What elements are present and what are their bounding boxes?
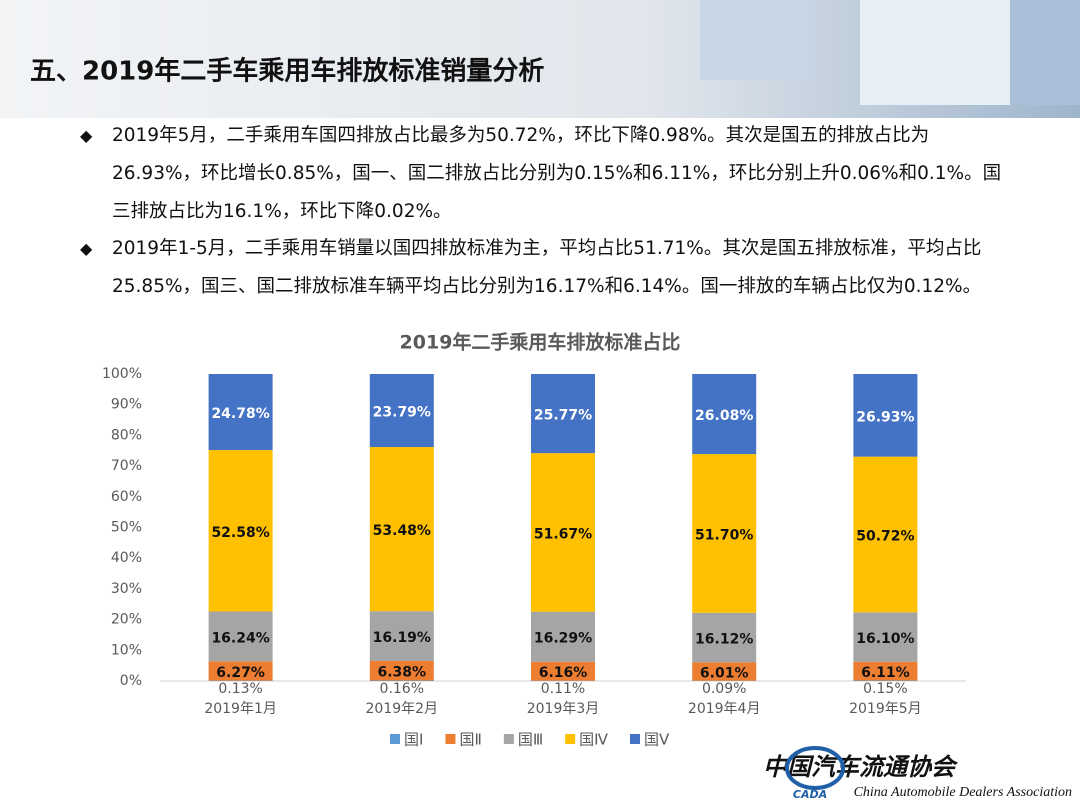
legend-swatch — [390, 734, 400, 744]
bar-segment — [692, 374, 757, 455]
data-label: 53.48% — [373, 523, 431, 539]
logo-abbr: CADA — [793, 788, 827, 801]
logo-mark — [785, 746, 845, 790]
y-tick-label: 10% — [111, 642, 142, 658]
legend-label: 国Ⅳ — [579, 731, 608, 749]
bullet: ◆ 2019年5月，二手乘用车国四排放占比最多为50.72%，环比下降0.98%。… — [80, 117, 1010, 231]
data-label: 0.15% — [863, 681, 907, 697]
bar-segment — [208, 661, 273, 681]
bar-segment — [369, 447, 434, 612]
data-label: 16.19% — [373, 630, 431, 646]
x-tick-label: 2019年4月 — [688, 701, 761, 717]
data-label: 6.16% — [539, 665, 588, 681]
cube — [700, 0, 815, 80]
legend-swatch — [445, 734, 456, 744]
slide-title: 五、2019年二手车乘用车排放标准销量分析 — [30, 56, 544, 87]
legend-label: 国Ⅲ — [518, 731, 543, 749]
x-tick-label: 2019年1月 — [204, 701, 277, 717]
y-tick-label: 30% — [111, 581, 142, 597]
bar-segment — [208, 450, 273, 612]
data-label: 26.08% — [695, 408, 753, 424]
data-label: 0.11% — [541, 681, 585, 697]
y-tick-label: 60% — [111, 489, 142, 505]
bullet-text: 2019年5月，二手乘用车国四排放占比最多为50.72%，环比下降0.98%。其… — [112, 125, 1002, 222]
legend-label: 国Ⅱ — [459, 731, 481, 749]
data-label: 0.16% — [380, 681, 424, 697]
data-label: 16.24% — [211, 630, 269, 646]
data-label: 23.79% — [373, 405, 431, 421]
bar-segment — [369, 660, 434, 681]
bar-segment — [208, 374, 273, 451]
logo-name: 中国汽车流通协会 — [763, 753, 959, 781]
y-tick-label: 90% — [111, 397, 142, 413]
data-label: 51.70% — [695, 527, 753, 543]
data-label: 24.78% — [211, 406, 269, 422]
data-label: 0.13% — [218, 681, 262, 697]
data-label: 50.72% — [856, 528, 914, 544]
data-label: 16.10% — [856, 631, 914, 647]
bar-segment — [369, 374, 434, 448]
data-label: 51.67% — [534, 526, 592, 542]
data-label: 25.77% — [534, 408, 592, 424]
data-label: 16.29% — [534, 631, 592, 647]
bullet: ◆ 2019年1-5月，二手乘用车销量以国四排放标准为主，平均占比51.71%。其… — [80, 230, 1010, 306]
x-tick-label: 2019年5月 — [849, 701, 922, 717]
chart-title: 2019年二手乘用车排放标准占比 — [400, 331, 681, 354]
bar-segment — [853, 373, 918, 457]
legend-label: 国Ⅰ — [404, 731, 423, 749]
bar-segment — [531, 611, 595, 662]
data-label: 52.58% — [211, 525, 269, 541]
bar-segment — [692, 612, 757, 663]
bullet-text: 2019年1-5月，二手乘用车销量以国四排放标准为主，平均占比51.71%。其次… — [112, 238, 982, 297]
y-tick-label: 0% — [120, 673, 142, 689]
y-tick-label: 100% — [102, 366, 142, 382]
y-tick-label: 40% — [111, 550, 142, 566]
x-tick-label: 2019年2月 — [366, 701, 439, 717]
data-label: 26.93% — [856, 409, 914, 425]
bar-segment — [208, 611, 273, 662]
data-label: 6.38% — [378, 665, 427, 681]
bar-segment — [531, 453, 595, 612]
bar-segment — [692, 662, 757, 681]
legend-swatch — [565, 734, 576, 744]
bar-segment — [853, 661, 918, 681]
y-tick-label: 50% — [111, 520, 142, 536]
bar-segment — [531, 661, 595, 681]
legend-swatch — [630, 734, 641, 744]
cube — [1010, 0, 1080, 105]
bar-segment — [369, 611, 434, 661]
legend-label: 国Ⅴ — [644, 731, 670, 749]
cube — [860, 0, 1010, 105]
x-tick-label: 2019年3月 — [527, 701, 600, 717]
data-label: 0.09% — [702, 681, 746, 697]
bar-segment — [692, 454, 757, 613]
data-label: 6.27% — [216, 665, 265, 681]
data-label: 6.01% — [700, 665, 749, 681]
legend-swatch — [503, 734, 514, 744]
y-tick-label: 70% — [111, 458, 142, 474]
bar-segment — [853, 612, 918, 662]
y-tick-label: 80% — [111, 427, 142, 443]
data-label: 6.11% — [861, 665, 910, 681]
bar-segment — [853, 456, 918, 613]
data-label: 16.12% — [695, 632, 753, 648]
y-tick-label: 20% — [111, 612, 142, 628]
bar-segment — [531, 374, 595, 454]
logo-english: China Automobile Dealers Association — [854, 785, 1072, 800]
